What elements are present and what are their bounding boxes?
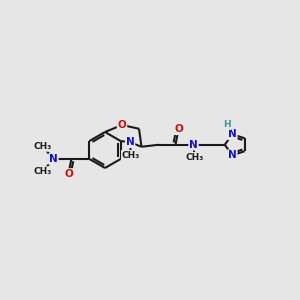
Text: N: N — [189, 140, 198, 150]
Text: CH₃: CH₃ — [185, 153, 204, 162]
Text: N: N — [49, 154, 58, 164]
Text: H: H — [223, 120, 231, 129]
Text: N: N — [228, 150, 237, 160]
Text: O: O — [64, 169, 73, 179]
Text: CH₃: CH₃ — [122, 151, 140, 160]
Text: O: O — [174, 124, 183, 134]
Text: CH₃: CH₃ — [34, 167, 52, 176]
Text: CH₃: CH₃ — [34, 142, 52, 151]
Text: N: N — [126, 137, 134, 147]
Text: N: N — [228, 129, 237, 139]
Text: O: O — [118, 120, 126, 130]
